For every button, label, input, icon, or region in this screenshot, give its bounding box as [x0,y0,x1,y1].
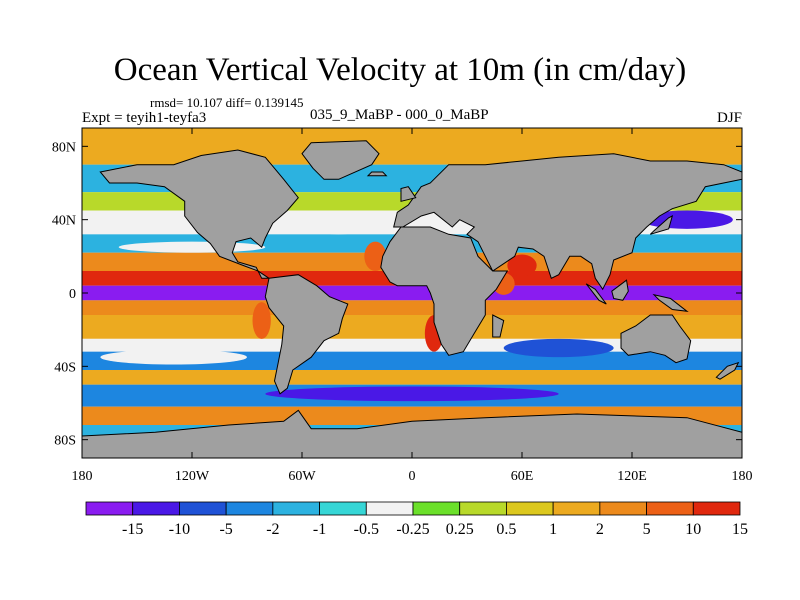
x-tick-label: 60W [288,469,316,484]
map-plot-area [82,128,742,458]
land-greenland [301,140,380,180]
x-tick-label: 180 [72,469,93,484]
colorbar-label: 0.25 [446,521,474,538]
colorbar-label: -10 [169,521,190,538]
anomaly-tropical-north-pacific [118,241,266,253]
x-tick-label: 0 [409,469,416,484]
colorbar-swatch [365,501,414,516]
colorbar-label: 15 [732,521,748,538]
land-sumatra [585,283,607,305]
stats-label: rmsd= 10.107 diff= 0.139145 [150,95,304,110]
colorbar-label: 0.5 [496,521,516,538]
x-tick-label: 180 [732,469,753,484]
experiment-label: Expt = teyih1-teyfa3 [82,110,207,126]
anomaly-peru-upwelling [252,302,271,339]
y-tick-label: 40N [52,214,76,229]
x-tick-label: 120E [617,469,647,484]
land-antarctica [82,409,742,458]
zonal-band-7 [82,285,742,301]
land-new-guinea [652,293,689,313]
colorbar-swatch [692,501,741,516]
colorbar-label: 10 [685,521,701,538]
land-japan [649,215,674,235]
colorbar-label: -0.25 [396,521,429,538]
zonal-band-9 [82,315,742,339]
map-axes: 180 120W 60W 0 60E 120E 180 80N 40N 0 40S 80S [52,128,753,484]
x-tick-label: 60E [511,469,534,484]
land-south-america [264,274,349,395]
zonal-band-12 [82,370,742,385]
colorbar-label: -1 [313,521,326,538]
colorbar-label: 1 [549,521,557,538]
colorbar-swatch [272,501,320,516]
period-label: 035_9_MaBP - 000_0_MaBP [310,107,489,123]
y-tick-label: 80S [54,434,76,449]
x-tick-label: 120W [175,469,210,484]
anomaly-south-pacific [100,349,247,365]
colorbar-swatch [179,501,227,516]
land-australia [620,314,692,364]
colorbar-swatch [506,501,554,516]
y-tick-label: 40S [54,360,76,375]
colorbar-swatch [412,501,461,516]
land-united-kingdom [400,186,417,202]
colorbar-swatch [225,501,274,516]
anomaly-arabian-sea [507,254,537,277]
colorbar-swatch [599,501,647,516]
colorbar-label: -5 [219,521,232,538]
land-eurasia [393,153,742,291]
colorbar-swatch [646,501,694,516]
colorbar-swatch [459,501,507,516]
land-borneo [611,279,629,301]
season-label: DJF [716,110,742,126]
y-tick-label: 80N [52,140,76,155]
colorbar-label: -0.5 [354,521,379,538]
land-masses [82,140,742,458]
colorbar-swatch [132,501,180,516]
land-north-america [99,149,299,279]
colorbar: -15 -10 -5 -2 -1 -0.5 -0.25 0.25 0.5 1 2 5 10 15 [85,501,748,538]
y-tick-label: 0 [69,287,76,302]
colorbar-label: 5 [643,521,651,538]
land-iceland [366,171,388,177]
anomaly-indian-ocean-south [503,338,614,358]
anomaly-southern-ocean [265,386,559,402]
map-title: Ocean Vertical Velocity at 10m (in cm/da… [113,52,687,88]
colorbar-swatch [85,501,134,516]
land-madagascar [492,314,505,338]
colorbar-swatch [319,501,367,516]
anomaly-canary-upwelling [364,241,387,271]
zonal-band-8 [82,300,742,315]
colorbar-label: -15 [122,521,143,538]
anomaly-north-atlantic-gyre [302,212,376,235]
land-africa [380,226,509,356]
colorbar-label: 2 [596,521,604,538]
colorbar-swatch [552,501,601,516]
colorbar-label: -2 [266,521,279,538]
